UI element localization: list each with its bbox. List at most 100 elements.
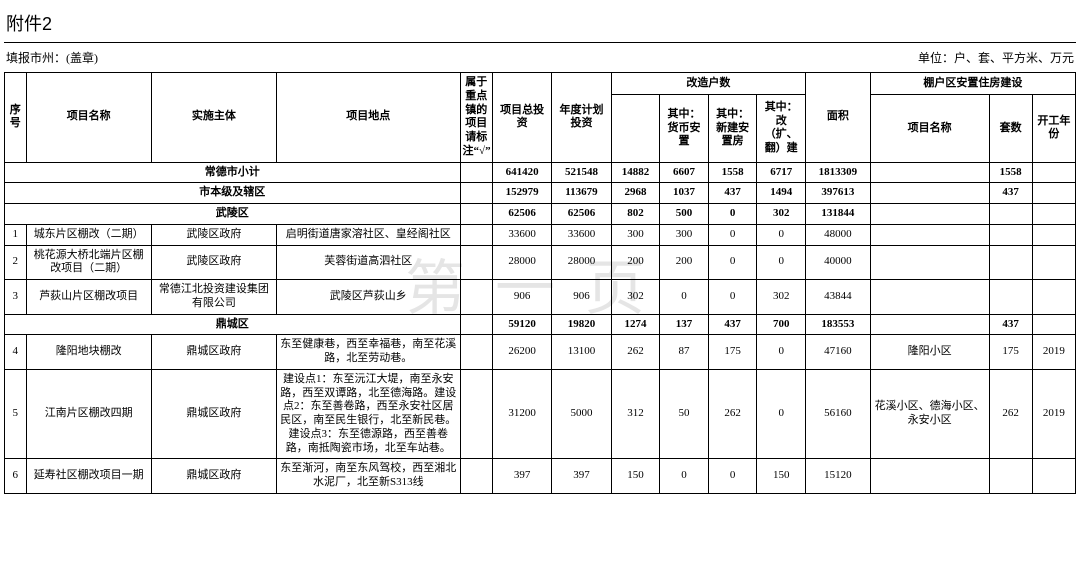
cell: 137 (660, 314, 709, 335)
cell-total-inv: 397 (492, 459, 551, 494)
cell-reform-total: 300 (611, 224, 660, 245)
table-row: 6延寿社区棚改项目一期鼎城区政府东至渐河，南至东风驾校，西至湘北水泥厂，北至新S… (5, 459, 1076, 494)
cell: 641420 (492, 162, 551, 183)
cell-name: 城东片区棚改（二期） (26, 224, 151, 245)
cell: 14882 (611, 162, 660, 183)
cell-plan-inv: 397 (552, 459, 611, 494)
cell: 302 (757, 204, 806, 225)
cell-idx: 1 (5, 224, 27, 245)
th-reform-total (611, 95, 660, 162)
table-header: 序号 项目名称 实施主体 项目地点 属于重点镇的项目请标注“√” 项目总投资 年… (5, 73, 1076, 163)
cell-total-inv: 31200 (492, 369, 551, 459)
cell-area: 43844 (805, 280, 870, 315)
cell: 62506 (492, 204, 551, 225)
cell-r3: 0 (757, 335, 806, 370)
cell-key (460, 245, 492, 280)
cell-reform-total: 302 (611, 280, 660, 315)
table-body: 常德市小计64142052154814882660715586717181330… (5, 162, 1076, 493)
cell-plan-inv: 5000 (552, 369, 611, 459)
cell-sets (989, 245, 1032, 280)
cell: 2968 (611, 183, 660, 204)
cell-r1: 0 (660, 280, 709, 315)
cell-entity: 鼎城区政府 (151, 335, 276, 370)
cell-plan-inv: 28000 (552, 245, 611, 280)
cell-area: 56160 (805, 369, 870, 459)
cell-entity: 武陵区政府 (151, 245, 276, 280)
cell: 183553 (805, 314, 870, 335)
cell-total-inv: 26200 (492, 335, 551, 370)
cell-name: 芦荻山片区棚改项目 (26, 280, 151, 315)
cell-area: 47160 (805, 335, 870, 370)
cell: 700 (757, 314, 806, 335)
cell: 6607 (660, 162, 709, 183)
th-reform-sub2: 其中：新建安置房 (708, 95, 757, 162)
cell-r1: 200 (660, 245, 709, 280)
cell (1032, 162, 1075, 183)
table-row: 3芦荻山片区棚改项目常德江北投资建设集团有限公司武陵区芦荻山乡906906302… (5, 280, 1076, 315)
section-label: 武陵区 (5, 204, 461, 225)
cell-idx: 4 (5, 335, 27, 370)
cell-area: 40000 (805, 245, 870, 280)
th-total-inv: 项目总投资 (492, 73, 551, 163)
cell-reform-total: 150 (611, 459, 660, 494)
cell-plan-inv: 33600 (552, 224, 611, 245)
cell-r1: 87 (660, 335, 709, 370)
cell-house-proj (870, 459, 989, 494)
cell-name: 隆阳地块棚改 (26, 335, 151, 370)
cell-year (1032, 245, 1075, 280)
cell-r2: 0 (708, 245, 757, 280)
unit-label: 单位：户、套、平方米、万元 (918, 49, 1074, 66)
cell-location: 武陵区芦荻山乡 (277, 280, 461, 315)
cell (460, 314, 492, 335)
cell (870, 162, 989, 183)
cell-location: 东至健康巷，西至幸福巷，南至花溪路，北至劳动巷。 (277, 335, 461, 370)
cell-key (460, 224, 492, 245)
cell: 437 (708, 183, 757, 204)
cell: 521548 (552, 162, 611, 183)
cell-name: 延寿社区棚改项目一期 (26, 459, 151, 494)
cell-plan-inv: 13100 (552, 335, 611, 370)
cell-idx: 2 (5, 245, 27, 280)
table-row: 5江南片区棚改四期鼎城区政府建设点1：东至沅江大堤，南至永安路，西至双谭路，北至… (5, 369, 1076, 459)
cell: 437 (989, 183, 1032, 204)
cell-house-proj: 隆阳小区 (870, 335, 989, 370)
cell (460, 204, 492, 225)
th-house-proj: 项目名称 (870, 95, 989, 162)
separator (4, 42, 1076, 43)
cell (1032, 183, 1075, 204)
cell: 131844 (805, 204, 870, 225)
th-area: 面积 (805, 73, 870, 163)
cell: 1037 (660, 183, 709, 204)
cell-r1: 300 (660, 224, 709, 245)
th-proj-name: 项目名称 (26, 73, 151, 163)
th-location: 项目地点 (277, 73, 461, 163)
cell: 1558 (708, 162, 757, 183)
cell: 152979 (492, 183, 551, 204)
th-key-town: 属于重点镇的项目请标注“√” (460, 73, 492, 163)
cell-entity: 武陵区政府 (151, 224, 276, 245)
section-label: 常德市小计 (5, 162, 461, 183)
cell-r3: 0 (757, 369, 806, 459)
cell-idx: 5 (5, 369, 27, 459)
cell-location: 启明街道唐家溶社区、皇经阁社区 (277, 224, 461, 245)
cell-total-inv: 906 (492, 280, 551, 315)
cell (1032, 314, 1075, 335)
cell-area: 48000 (805, 224, 870, 245)
cell-sets (989, 280, 1032, 315)
th-reform-sub3: 其中：改（扩、翻）建 (757, 95, 806, 162)
cell-house-proj (870, 245, 989, 280)
table-row: 2桃花源大桥北端片区棚改项目（二期）武陵区政府芙蓉街道高泗社区280002800… (5, 245, 1076, 280)
cell: 113679 (552, 183, 611, 204)
cell: 6717 (757, 162, 806, 183)
cell-name: 江南片区棚改四期 (26, 369, 151, 459)
table-row: 1城东片区棚改（二期）武陵区政府启明街道唐家溶社区、皇经阁社区336003360… (5, 224, 1076, 245)
cell-key (460, 459, 492, 494)
cell-r2: 0 (708, 459, 757, 494)
section-row: 常德市小计64142052154814882660715586717181330… (5, 162, 1076, 183)
cell-year (1032, 459, 1075, 494)
table-row: 4隆阳地块棚改鼎城区政府东至健康巷，西至幸福巷，南至花溪路，北至劳动巷。 2620… (5, 335, 1076, 370)
cell (460, 183, 492, 204)
cell: 1274 (611, 314, 660, 335)
cell-r1: 0 (660, 459, 709, 494)
cell-reform-total: 312 (611, 369, 660, 459)
